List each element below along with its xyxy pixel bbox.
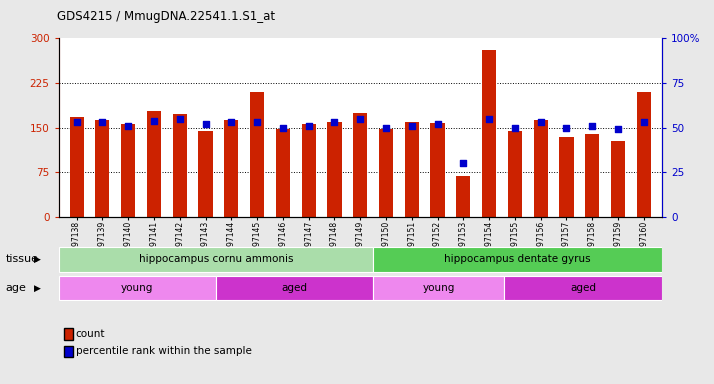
Bar (327, 122, 341, 217)
Bar (505, 276, 662, 300)
Point (123, 123, 134, 129)
Bar (59, 247, 373, 271)
Text: young: young (121, 283, 154, 293)
Point (149, 118, 160, 124)
Bar (173, 114, 187, 217)
Bar (373, 247, 662, 271)
Text: count: count (76, 329, 105, 339)
Bar (198, 131, 213, 217)
Point (406, 123, 418, 129)
Text: ▶: ▶ (34, 255, 41, 264)
Point (71, 119, 82, 126)
Point (226, 119, 237, 126)
Bar (508, 131, 522, 217)
Point (586, 123, 598, 129)
Point (277, 124, 288, 131)
Point (200, 121, 211, 127)
Bar (69, 117, 84, 217)
Point (174, 116, 186, 122)
Point (328, 119, 340, 126)
Point (303, 123, 314, 129)
Text: aged: aged (281, 283, 308, 293)
Text: hippocampus dentate gyrus: hippocampus dentate gyrus (444, 254, 591, 264)
Bar (147, 111, 161, 217)
Bar (59, 276, 216, 300)
Point (509, 124, 521, 131)
Point (560, 124, 572, 131)
Point (381, 124, 392, 131)
Text: tissue: tissue (6, 254, 39, 264)
Text: aged: aged (570, 283, 596, 293)
Bar (637, 92, 651, 217)
Bar (431, 123, 445, 217)
Text: hippocampus cornu ammonis: hippocampus cornu ammonis (139, 254, 293, 264)
Point (96, 119, 108, 126)
Bar (379, 129, 393, 217)
Bar (611, 141, 625, 217)
Bar (585, 134, 599, 217)
Bar (482, 50, 496, 217)
Point (355, 116, 366, 122)
Text: age: age (6, 283, 26, 293)
Point (483, 116, 495, 122)
Bar (559, 137, 573, 217)
Point (638, 119, 650, 126)
Bar (405, 122, 419, 217)
Text: ▶: ▶ (34, 283, 41, 293)
Text: GDS4215 / MmugDNA.22541.1.S1_at: GDS4215 / MmugDNA.22541.1.S1_at (57, 10, 275, 23)
Bar (121, 124, 135, 217)
Point (251, 119, 263, 126)
Text: percentile rank within the sample: percentile rank within the sample (76, 346, 251, 356)
Bar (373, 276, 505, 300)
Point (432, 121, 443, 127)
Bar (456, 177, 471, 217)
Bar (533, 120, 548, 217)
Point (535, 119, 546, 126)
Bar (276, 129, 290, 217)
Bar (250, 92, 264, 217)
Point (613, 126, 624, 132)
Bar (216, 276, 373, 300)
Bar (353, 113, 367, 217)
Bar (95, 120, 109, 217)
Bar (301, 124, 316, 217)
Text: young: young (423, 283, 455, 293)
Bar (224, 120, 238, 217)
Point (458, 161, 469, 167)
